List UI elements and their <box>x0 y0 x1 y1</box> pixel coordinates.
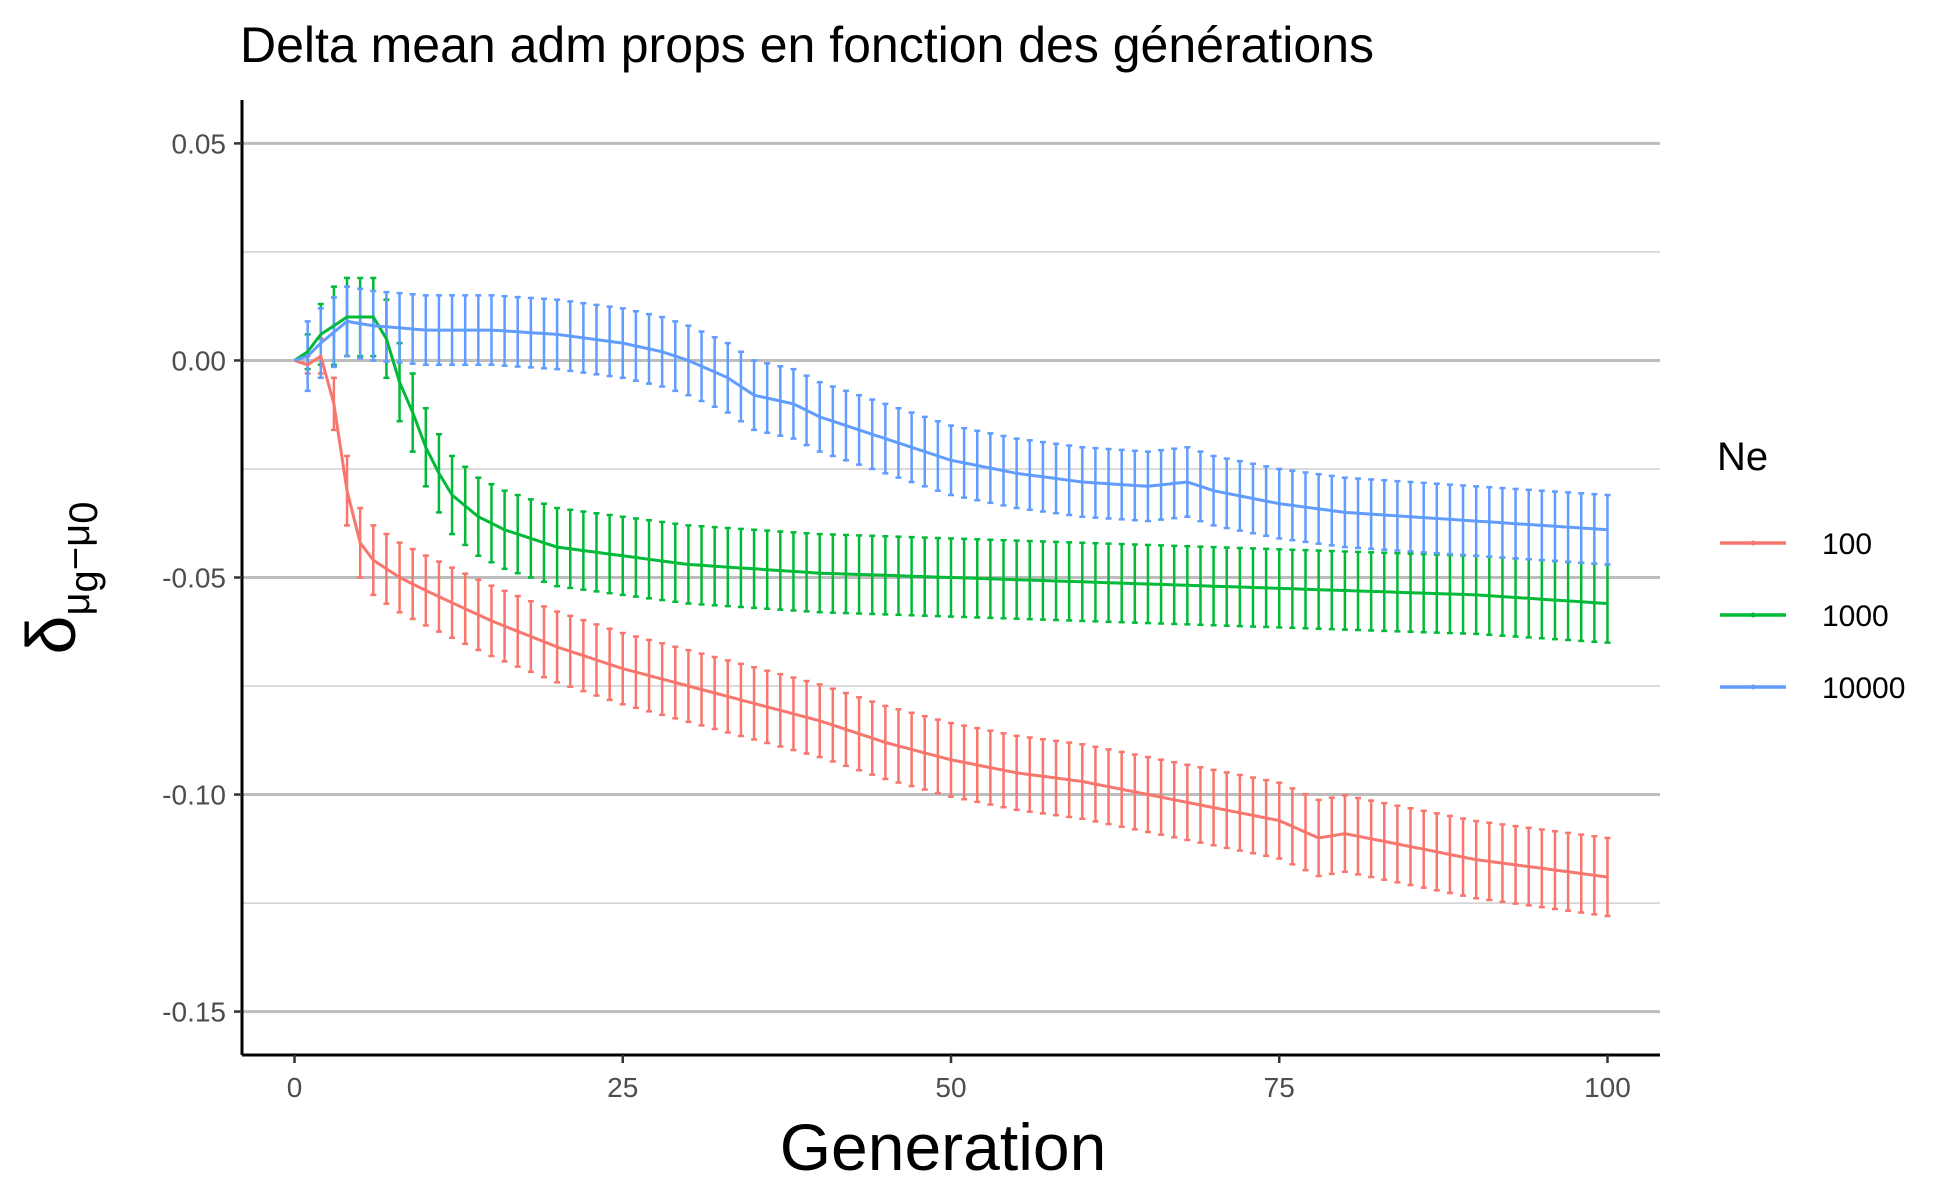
legend-item-10000: 10000 <box>1720 672 1905 705</box>
y-tick-label-3: -0.10 <box>162 780 226 811</box>
svg-text:δμg−μ0: δμg−μ0 <box>12 502 106 655</box>
y-axis-title-zero: 0 <box>62 502 106 524</box>
x-axis-title: Generation <box>780 1110 1107 1184</box>
x-tick-label-1: 25 <box>607 1072 638 1103</box>
y-axis-title-g: g <box>62 570 106 592</box>
y-tick-label-0: 0.05 <box>172 128 227 159</box>
series-line-10000 <box>294 319 1608 532</box>
tick-labels: 0.05 0.00 -0.05 -0.10 -0.15 0 25 50 75 100 <box>162 128 1631 1103</box>
legend: Ne 100 1000 10000 <box>1717 435 1905 705</box>
y-axis-title-symbol: δ <box>12 615 90 654</box>
series-lines <box>293 315 1608 879</box>
y-tick-label-2: -0.05 <box>162 563 226 594</box>
y-tick-label-4: -0.15 <box>162 997 226 1028</box>
y-tick-label-1: 0.00 <box>172 345 227 376</box>
x-tick-label-3: 75 <box>1264 1072 1295 1103</box>
x-tick-label-4: 100 <box>1584 1072 1631 1103</box>
y-axis-title-mu-0: μ <box>54 524 98 547</box>
legend-label-1000: 1000 <box>1822 600 1889 633</box>
legend-item-100: 100 <box>1720 528 1872 561</box>
y-axis-title: δμg−μ0 <box>12 502 106 655</box>
legend-label-10000: 10000 <box>1822 672 1905 705</box>
x-tick-label-0: 0 <box>287 1072 303 1103</box>
y-axis-title-mu-g: μ <box>54 592 98 615</box>
series-line-1000 <box>293 315 1608 605</box>
x-tick-label-2: 50 <box>935 1072 966 1103</box>
legend-label-100: 100 <box>1822 528 1872 561</box>
legend-item-1000: 1000 <box>1720 600 1889 633</box>
legend-title: Ne <box>1717 435 1768 479</box>
chart-title: Delta mean adm props en fonction des gén… <box>240 17 1374 73</box>
error-bars <box>304 276 1611 918</box>
series-line-100 <box>294 353 1608 879</box>
y-axis-title-minus: − <box>54 547 98 570</box>
